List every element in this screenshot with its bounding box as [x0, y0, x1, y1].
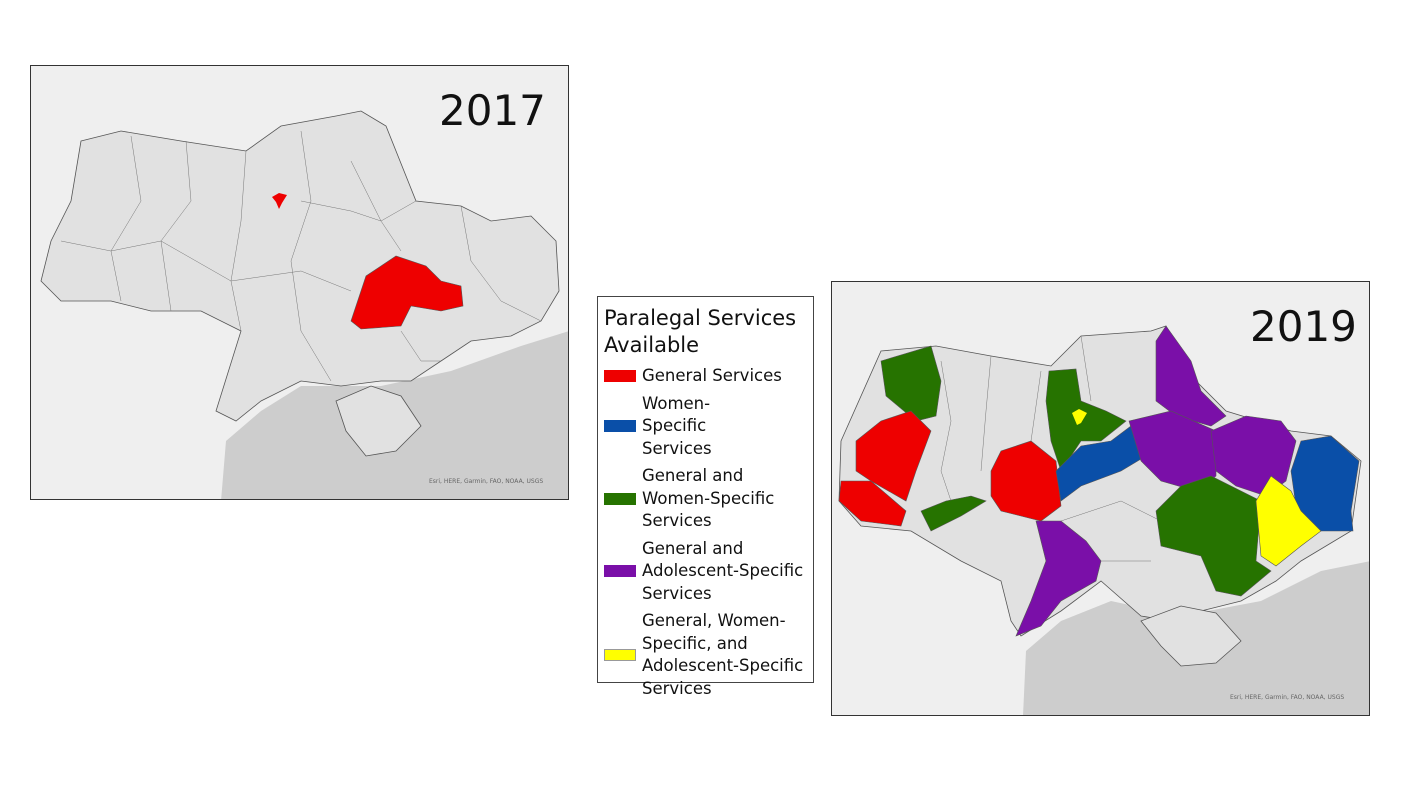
region-general-women — [1155, 475, 1272, 597]
legend-swatch — [604, 649, 636, 661]
region-general-services-city — [272, 193, 287, 209]
region-general-services — [350, 255, 464, 330]
legend-swatch — [604, 492, 636, 505]
region-general-women — [920, 495, 987, 532]
map-year: 2017 — [439, 86, 546, 135]
region-general-women-adolescent — [1072, 409, 1087, 425]
legend-item: General Services — [604, 365, 784, 388]
region-borders — [60, 130, 542, 382]
country-outline — [40, 110, 560, 422]
map-2017-canvas — [40, 110, 568, 499]
legend-swatch — [604, 565, 636, 578]
legend-title: Paralegal Services Available — [604, 306, 797, 357]
region-general-women — [880, 345, 942, 422]
legend-item: General and Adolescent-Specific Services — [604, 538, 807, 606]
region-general-adolescent — [1210, 415, 1297, 497]
map-2019: 2019 Esri, HERE, Garmin, FAO, NOAA, USGS — [831, 281, 1370, 716]
map-2019-canvas — [838, 325, 1369, 715]
map-2017: 2017 Esri, HERE, Garmin, FAO, NOAA, USGS — [30, 65, 569, 500]
region-general-women — [1045, 368, 1127, 472]
region-general-adolescent — [1015, 520, 1102, 637]
region-general — [990, 440, 1062, 522]
crimea — [335, 385, 422, 457]
region-women — [1290, 435, 1360, 532]
map-attribution: Esri, HERE, Garmin, FAO, NOAA, USGS — [429, 478, 544, 485]
legend-swatch — [604, 420, 636, 433]
legend-item: General, Women-Specific, and Adolescent-… — [604, 610, 807, 700]
crimea — [1140, 605, 1242, 667]
legend: Paralegal Services Available General Ser… — [597, 296, 814, 698]
map-year: 2019 — [1250, 302, 1357, 351]
region-general-women-adolescent — [1255, 475, 1322, 567]
legend-swatch — [604, 370, 636, 383]
region-general — [838, 480, 907, 527]
region-general — [855, 410, 932, 502]
region-general-adolescent — [1155, 325, 1227, 427]
region-borders — [940, 335, 1162, 562]
map-attribution: Esri, HERE, Garmin, FAO, NOAA, USGS — [1230, 694, 1345, 701]
regions-2019 — [838, 325, 1360, 637]
legend-item: General and Women-Specific Services — [604, 465, 807, 533]
legend-item: Women-Specific Services — [604, 393, 784, 461]
